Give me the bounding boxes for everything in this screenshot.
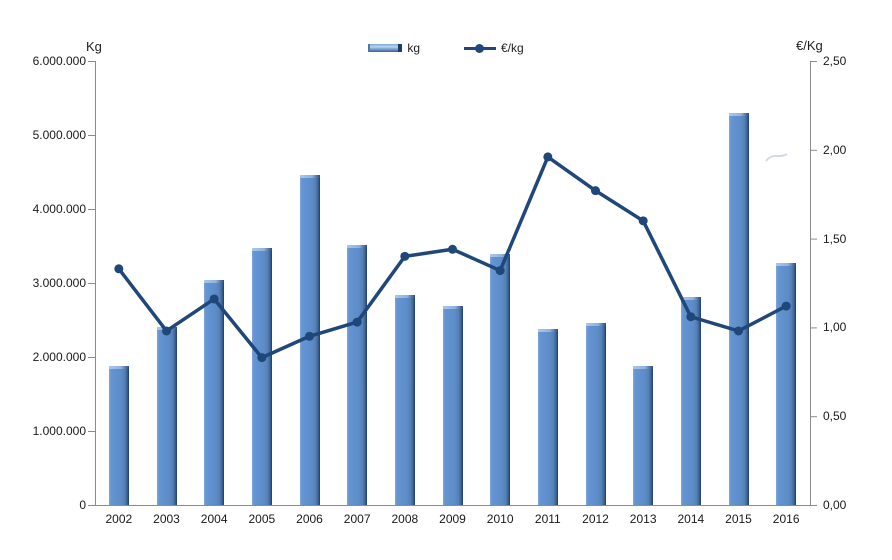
legend-item-eur-per-kg: €/kg: [464, 41, 524, 55]
line-point-2010: [495, 266, 505, 276]
line-point-2004: [209, 294, 219, 304]
x-axis-label-2002: 2002: [105, 512, 133, 526]
bar-2002: [108, 365, 129, 505]
line-point-2002: [114, 264, 124, 274]
x-axis-label-2012: 2012: [582, 512, 609, 526]
left-axis-tick-label: 1.000.000: [32, 424, 86, 438]
line-point-2011: [543, 152, 553, 162]
legend: kg €/kg: [0, 41, 892, 55]
bar-2016: [776, 263, 797, 505]
legend-label-eur-per-kg: €/kg: [501, 41, 524, 55]
x-axis-label-2013: 2013: [629, 512, 657, 526]
bar-2014: [680, 297, 701, 505]
x-axis-label-2005: 2005: [248, 512, 276, 526]
eur-per-kg-line: [117, 155, 787, 360]
bar-2012: [585, 322, 606, 505]
bar-2009: [442, 305, 463, 505]
faint-artifact-mark: [765, 153, 788, 162]
left-axis-title: Kg: [86, 39, 102, 54]
right-axis-tick-label: 0,00: [823, 498, 847, 512]
x-axis-label-2004: 2004: [200, 512, 228, 526]
right-axis-tick-label: 1,00: [823, 320, 847, 335]
left-axis-tick-label: 5.000.000: [32, 128, 86, 142]
line-point-2007: [352, 317, 362, 327]
left-axis-tick-label: 0: [79, 498, 86, 512]
left-axis-tick-label: 2.000.000: [32, 350, 86, 364]
line-point-2009: [448, 244, 457, 254]
line-point-2014: [686, 312, 696, 322]
right-axis-tick-label: 1,50: [823, 231, 847, 246]
bar-2005: [251, 248, 272, 505]
right-axis-tick-label: 2,50: [823, 54, 847, 68]
bar-2008: [394, 294, 415, 505]
line-legend-swatch-icon: [464, 43, 496, 53]
x-axis-label-2014: 2014: [677, 512, 705, 526]
line-point-2015: [734, 326, 743, 336]
bar-2007: [347, 245, 368, 505]
x-axis-label-2003: 2003: [153, 512, 180, 526]
line-point-2005: [257, 353, 267, 363]
left-axis-tick-label: 3.000.000: [32, 276, 86, 290]
line-point-2012: [591, 186, 600, 196]
x-axis-label-2007: 2007: [343, 512, 371, 526]
bar-2010: [490, 254, 511, 505]
bar-legend-swatch-icon: [368, 44, 403, 52]
line-point-2008: [400, 251, 410, 261]
right-axis-title: €/Kg: [796, 38, 823, 53]
bar-2015: [728, 112, 749, 505]
legend-label-kg: kg: [407, 41, 420, 55]
legend-item-kg: kg: [368, 41, 420, 55]
line-point-2006: [305, 331, 314, 341]
left-axis-tick-label: 4.000.000: [32, 202, 86, 216]
x-axis-label-2011: 2011: [534, 512, 561, 526]
bar-2004: [204, 280, 225, 505]
left-axis-tick-label: 6.000.000: [32, 54, 86, 68]
line-point-2016: [781, 301, 791, 311]
bar-2013: [633, 365, 654, 505]
x-axis-label-2015: 2015: [725, 512, 752, 526]
x-axis-label-2009: 2009: [439, 512, 466, 526]
x-axis-label-2006: 2006: [296, 512, 323, 526]
line-point-2013: [638, 216, 648, 226]
right-axis-tick-label: 0,50: [823, 409, 847, 424]
x-axis-label-2016: 2016: [772, 512, 800, 526]
right-axis-tick-label: 2,00: [823, 142, 847, 157]
x-axis-label-2010: 2010: [486, 512, 514, 526]
bar-2011: [537, 328, 558, 505]
x-axis-label-2008: 2008: [391, 512, 419, 526]
line-point-2003: [162, 326, 171, 336]
